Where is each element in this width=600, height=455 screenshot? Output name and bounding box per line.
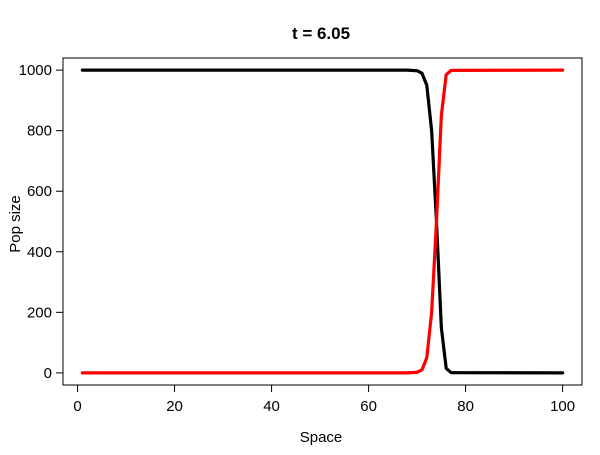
y-tick-label: 800 [27,123,52,140]
y-tick-label: 0 [44,365,52,382]
y-axis-label: Pop size [7,195,24,253]
x-tick-label: 100 [550,398,575,415]
chart-title: t = 6.05 [292,24,350,43]
x-axis-label: Space [300,429,343,446]
x-axis: 0 20 40 60 80 100 [73,385,575,415]
x-tick-label: 0 [73,398,81,415]
y-tick-label: 1000 [19,62,52,79]
series-line-1 [80,68,565,375]
x-tick-label: 20 [166,398,183,415]
y-tick-label: 200 [27,304,52,321]
y-axis: 0 200 400 600 800 1000 [19,62,63,382]
plot-frame [62,57,583,386]
y-tick-label: 600 [27,183,52,200]
x-tick-label: 40 [263,398,280,415]
y-tick-label: 400 [27,244,52,261]
x-tick-label: 60 [360,398,377,415]
series-layer [80,68,565,375]
x-tick-label: 80 [457,398,474,415]
series-line-2 [80,68,565,375]
